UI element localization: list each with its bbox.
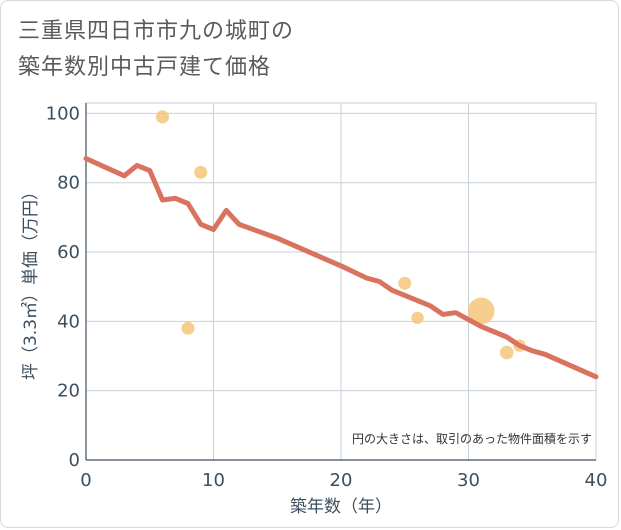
y-tick-label: 60 [57, 242, 80, 263]
bubble-point [194, 165, 208, 179]
y-tick-label: 40 [57, 311, 80, 332]
x-tick-label: 0 [80, 470, 91, 491]
gridlines [85, 102, 597, 461]
axes [85, 103, 596, 461]
y-tick-label: 20 [57, 381, 80, 402]
y-tick-label: 0 [69, 450, 80, 471]
bubble-point [156, 110, 169, 124]
x-tick-label: 20 [330, 470, 353, 491]
trend-line [83, 156, 599, 380]
x-tick-label: 30 [457, 470, 480, 491]
bubble-point [398, 276, 412, 290]
x-axis-label: 築年数（年） [290, 497, 392, 517]
x-tick-label: 10 [202, 470, 225, 491]
chart-note: 円の大きさは、取引のあった物件面積を示す [352, 431, 592, 446]
tick-labels: 0 10 20 30 40 0 20 40 60 80 100 [46, 103, 608, 491]
bubble-point [467, 297, 495, 325]
chart-title: 三重県四日市市九の城町の 築年数別中古戸建て価格 [18, 14, 294, 86]
y-tick-label: 80 [57, 173, 80, 194]
title-line-1: 三重県四日市市九の城町の [18, 19, 295, 44]
bubble-point [499, 345, 514, 360]
y-axis-label: 坪（3.3㎡）単価（万円） [21, 183, 41, 380]
y-tick-label: 100 [46, 103, 80, 124]
trend-series [83, 156, 599, 380]
title-line-2: 築年数別中古戸建て価格 [18, 55, 272, 80]
x-tick-label: 40 [585, 470, 608, 491]
bubble-point [411, 311, 424, 325]
bubble-point [181, 321, 195, 335]
